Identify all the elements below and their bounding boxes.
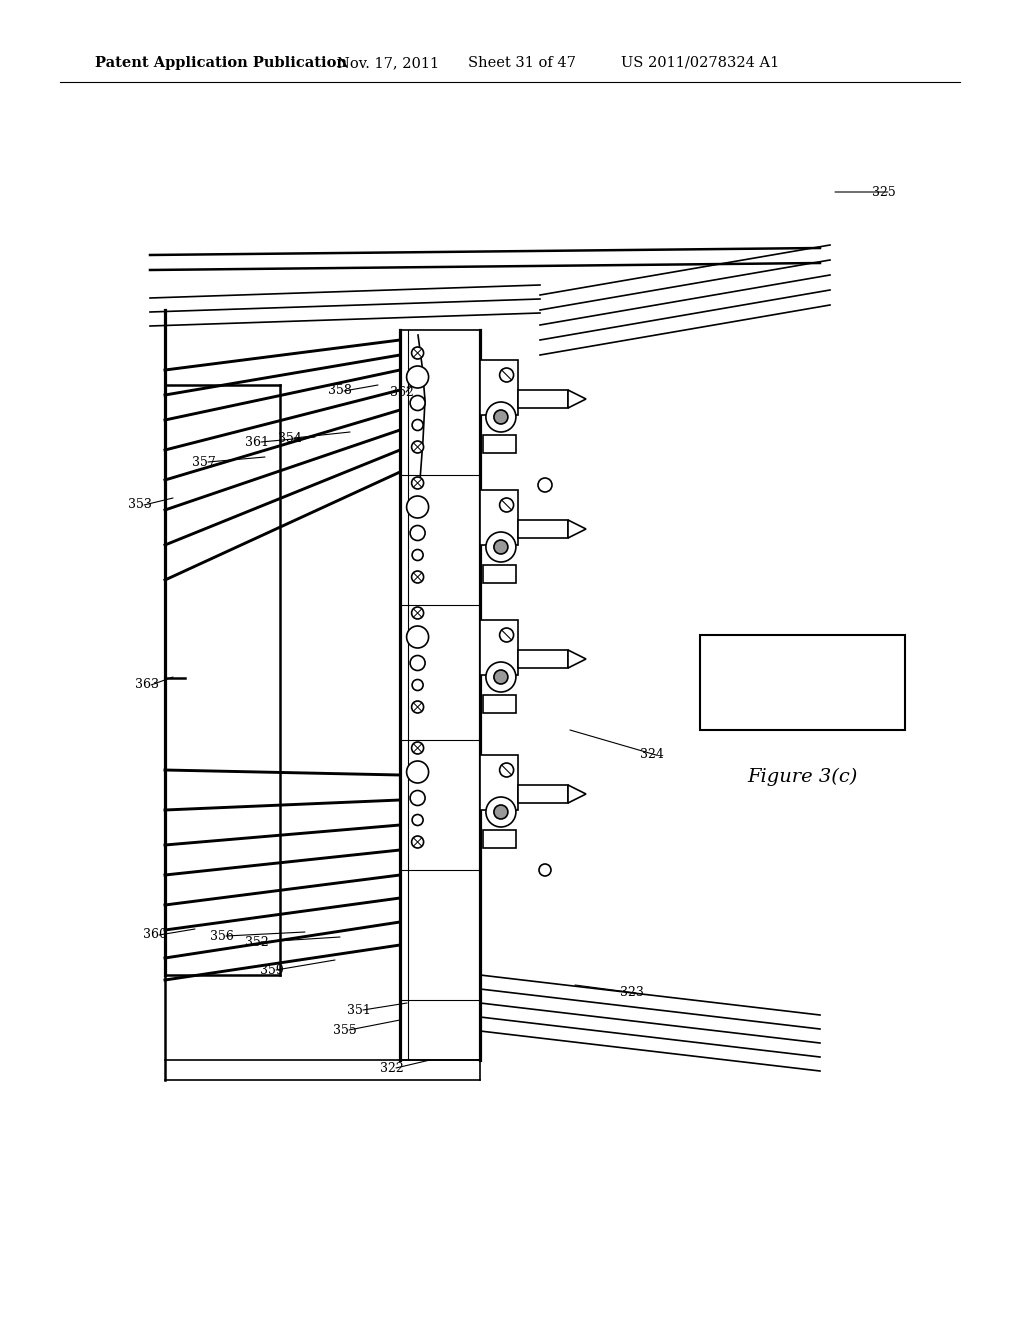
Text: Figure 3(c): Figure 3(c) — [746, 768, 857, 787]
Text: 358: 358 — [328, 384, 352, 397]
Text: Nov. 17, 2011: Nov. 17, 2011 — [337, 55, 439, 70]
Circle shape — [539, 865, 551, 876]
Text: US 2011/0278324 A1: US 2011/0278324 A1 — [621, 55, 779, 70]
Text: 325: 325 — [872, 186, 896, 198]
Text: 352: 352 — [245, 936, 268, 949]
Circle shape — [412, 477, 424, 488]
Circle shape — [486, 532, 516, 562]
Circle shape — [500, 498, 514, 512]
Bar — [483, 830, 516, 847]
Bar — [700, 635, 905, 730]
Circle shape — [407, 496, 429, 517]
Bar — [483, 565, 516, 583]
Bar — [518, 520, 568, 539]
Circle shape — [500, 628, 514, 642]
Polygon shape — [568, 389, 586, 408]
Circle shape — [412, 549, 423, 561]
Circle shape — [412, 680, 423, 690]
Text: 360: 360 — [143, 928, 167, 941]
Circle shape — [494, 671, 508, 684]
Text: 323: 323 — [620, 986, 644, 999]
Circle shape — [412, 347, 424, 359]
Circle shape — [500, 368, 514, 381]
Bar — [480, 360, 518, 414]
Circle shape — [494, 540, 508, 554]
Text: 363: 363 — [135, 678, 159, 692]
Circle shape — [538, 478, 552, 492]
Circle shape — [494, 411, 508, 424]
Circle shape — [412, 572, 424, 583]
Text: 357: 357 — [193, 455, 216, 469]
Text: 356: 356 — [210, 929, 233, 942]
Bar — [483, 696, 516, 713]
Text: Sheet 31 of 47: Sheet 31 of 47 — [468, 55, 575, 70]
Bar — [483, 436, 516, 453]
Circle shape — [410, 791, 425, 805]
Circle shape — [407, 626, 429, 648]
Circle shape — [407, 762, 429, 783]
Circle shape — [486, 663, 516, 692]
Text: 362: 362 — [390, 385, 414, 399]
Bar — [518, 389, 568, 408]
Circle shape — [412, 742, 424, 754]
Bar — [480, 490, 518, 545]
Text: 359: 359 — [260, 964, 284, 977]
Text: 324: 324 — [640, 748, 664, 762]
Circle shape — [500, 763, 514, 777]
Bar — [518, 649, 568, 668]
Bar — [480, 755, 518, 810]
Text: 354: 354 — [278, 432, 302, 445]
Circle shape — [412, 701, 424, 713]
Text: 351: 351 — [347, 1003, 371, 1016]
Text: 361: 361 — [245, 436, 269, 449]
Circle shape — [412, 607, 424, 619]
Text: Patent Application Publication: Patent Application Publication — [95, 55, 347, 70]
Bar — [480, 620, 518, 675]
Circle shape — [412, 836, 424, 847]
Polygon shape — [568, 649, 586, 668]
Text: 355: 355 — [333, 1023, 356, 1036]
Circle shape — [410, 656, 425, 671]
Circle shape — [410, 396, 425, 411]
Polygon shape — [568, 785, 586, 803]
Circle shape — [412, 814, 423, 825]
Polygon shape — [568, 520, 586, 539]
Circle shape — [486, 797, 516, 828]
Circle shape — [410, 525, 425, 540]
Circle shape — [412, 441, 424, 453]
Text: 353: 353 — [128, 499, 152, 511]
Circle shape — [486, 403, 516, 432]
Circle shape — [407, 366, 429, 388]
Circle shape — [494, 805, 508, 818]
Circle shape — [412, 420, 423, 430]
Text: 322: 322 — [380, 1061, 403, 1074]
Bar — [518, 785, 568, 803]
